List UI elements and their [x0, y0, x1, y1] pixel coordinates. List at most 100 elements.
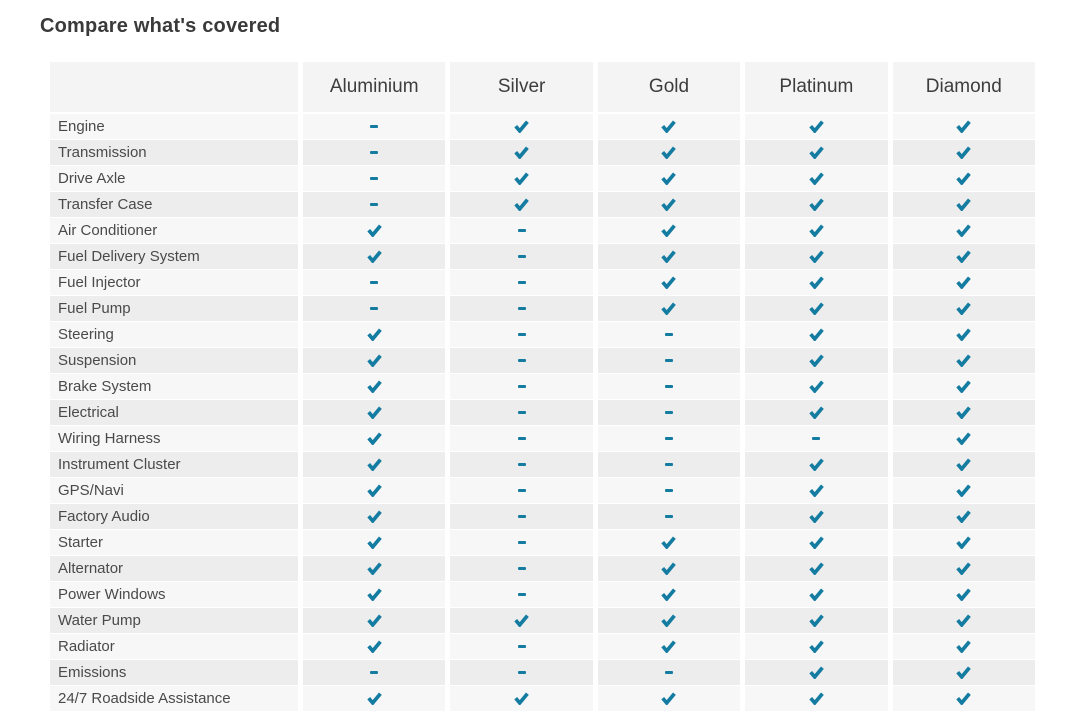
dash-icon: [664, 333, 673, 336]
check-icon: [366, 536, 382, 549]
column-header-label: Diamond: [925, 76, 1002, 97]
dash-icon: [664, 463, 673, 466]
table-row: Starter: [50, 530, 1035, 555]
check-icon: [661, 250, 677, 263]
coverage-cell-silver: [450, 218, 593, 243]
coverage-cell-diamond: [892, 478, 1035, 503]
coverage-cell-diamond: [892, 270, 1035, 295]
corner-cell: [50, 62, 298, 112]
coverage-cell-silver: [450, 582, 593, 607]
check-icon: [956, 666, 972, 679]
column-header-aluminium: Aluminium: [303, 62, 446, 112]
coverage-cell-diamond: [892, 192, 1035, 217]
coverage-cell-diamond: [892, 582, 1035, 607]
row-label: Alternator: [50, 556, 298, 581]
dash-icon: [517, 645, 526, 648]
coverage-cell-silver: [450, 348, 593, 373]
check-icon: [956, 484, 972, 497]
row-label: Steering: [50, 322, 298, 347]
check-icon: [661, 146, 677, 159]
check-icon: [366, 406, 382, 419]
row-label: Starter: [50, 530, 298, 555]
check-icon: [956, 120, 972, 133]
check-icon: [514, 172, 529, 185]
row-label: Water Pump: [50, 608, 298, 633]
check-icon: [956, 406, 972, 419]
check-icon: [661, 276, 677, 289]
coverage-cell-aluminium: [303, 192, 446, 217]
check-icon: [956, 276, 972, 289]
coverage-cell-diamond: [892, 608, 1035, 633]
check-icon: [514, 146, 529, 159]
coverage-cell-aluminium: [303, 374, 446, 399]
check-icon: [514, 692, 529, 705]
coverage-cell-aluminium: [303, 400, 446, 425]
coverage-cell-diamond: [892, 660, 1035, 685]
column-header-label: Silver: [497, 76, 546, 97]
coverage-cell-platinum: [745, 452, 888, 477]
coverage-cell-gold: [597, 374, 741, 399]
check-icon: [809, 302, 824, 315]
check-icon: [956, 458, 972, 471]
dash-icon: [370, 177, 379, 180]
coverage-cell-platinum: [745, 400, 888, 425]
dash-icon: [517, 385, 526, 388]
coverage-cell-aluminium: [303, 348, 446, 373]
coverage-cell-gold: [597, 608, 741, 633]
coverage-cell-aluminium: [303, 530, 446, 555]
dash-icon: [370, 671, 379, 674]
coverage-cell-platinum: [745, 374, 888, 399]
dash-icon: [517, 671, 526, 674]
coverage-cell-silver: [450, 374, 593, 399]
check-icon: [366, 510, 382, 523]
coverage-cell-platinum: [745, 634, 888, 659]
table-row: Radiator: [50, 634, 1035, 659]
check-icon: [661, 536, 677, 549]
check-icon: [809, 640, 824, 653]
column-header-label: Platinum: [779, 76, 854, 97]
check-icon: [661, 588, 677, 601]
check-icon: [809, 484, 824, 497]
row-label: Engine: [50, 114, 298, 139]
coverage-cell-diamond: [892, 218, 1035, 243]
row-label: Instrument Cluster: [50, 452, 298, 477]
dash-icon: [517, 333, 526, 336]
coverage-cell-gold: [597, 686, 741, 711]
coverage-cell-aluminium: [303, 218, 446, 243]
check-icon: [956, 614, 972, 627]
table-row: Electrical: [50, 400, 1035, 425]
coverage-cell-silver: [450, 322, 593, 347]
table-body: Engine Transmission Drive Axle Transfer Cas…: [50, 114, 1035, 711]
row-label: Wiring Harness: [50, 426, 298, 451]
coverage-cell-gold: [597, 114, 741, 139]
coverage-cell-silver: [450, 686, 593, 711]
coverage-cell-platinum: [745, 244, 888, 269]
dash-icon: [517, 593, 526, 596]
row-label: Transfer Case: [50, 192, 298, 217]
check-icon: [366, 458, 382, 471]
check-icon: [809, 510, 824, 523]
check-icon: [809, 224, 824, 237]
check-icon: [661, 172, 677, 185]
table-row: Instrument Cluster: [50, 452, 1035, 477]
coverage-cell-gold: [597, 218, 741, 243]
coverage-cell-platinum: [745, 192, 888, 217]
coverage-cell-gold: [597, 322, 741, 347]
coverage-cell-diamond: [892, 530, 1035, 555]
check-icon: [956, 536, 972, 549]
check-icon: [809, 120, 824, 133]
dash-icon: [812, 437, 821, 440]
check-icon: [366, 614, 382, 627]
coverage-cell-platinum: [745, 166, 888, 191]
coverage-cell-silver: [450, 166, 593, 191]
dash-icon: [517, 567, 526, 570]
row-label: Factory Audio: [50, 504, 298, 529]
check-icon: [956, 562, 972, 575]
check-icon: [809, 614, 824, 627]
check-icon: [366, 380, 382, 393]
coverage-cell-silver: [450, 608, 593, 633]
coverage-cell-silver: [450, 556, 593, 581]
check-icon: [809, 692, 824, 705]
table-row: Fuel Delivery System: [50, 244, 1035, 269]
dash-icon: [517, 437, 526, 440]
